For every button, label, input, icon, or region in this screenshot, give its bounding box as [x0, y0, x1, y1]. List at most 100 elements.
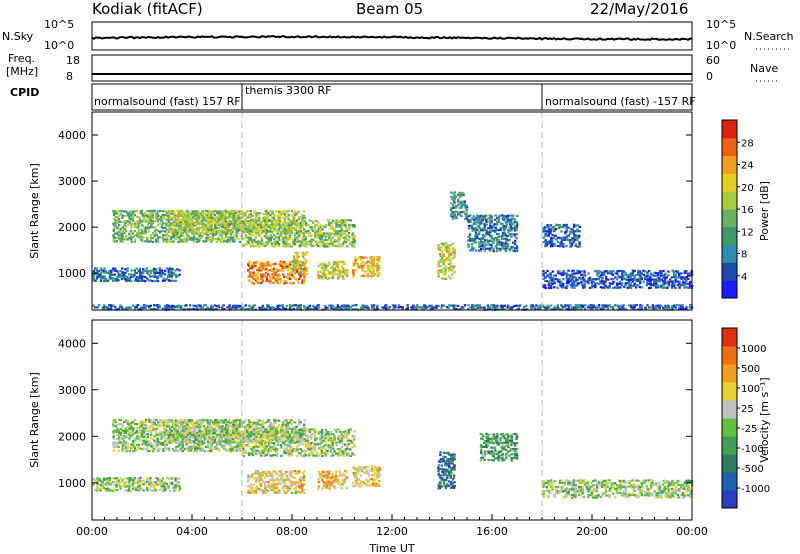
power-echo-cell	[112, 228, 116, 231]
freq-label: Freq.	[8, 52, 35, 65]
power-echo-cell	[515, 237, 518, 240]
power-echo-cell	[151, 209, 155, 213]
power-echo-cell	[335, 232, 338, 235]
power-echo-cell	[116, 226, 119, 229]
power-echo-cell	[164, 210, 167, 213]
power-echo-cell	[513, 218, 517, 221]
power-echo-cell	[125, 220, 128, 223]
power-echo-cell	[581, 304, 585, 307]
power-echo-cell	[304, 253, 307, 256]
power-echo-cell	[656, 306, 659, 309]
power-echo-cell	[337, 219, 340, 222]
power-echo-cell	[583, 280, 586, 283]
velocity-echo-cell	[258, 438, 261, 441]
velocity-echo-cell	[112, 433, 115, 436]
velocity-echo-cell	[207, 427, 210, 430]
power-echo-cell	[310, 245, 314, 248]
velocity-echo-cell	[118, 431, 121, 434]
power-echo-cell	[638, 286, 641, 289]
power-echo-cell	[572, 282, 576, 285]
power-echo-cell	[188, 230, 191, 233]
velocity-echo-cell	[214, 419, 217, 422]
power-echo-cell	[508, 218, 512, 221]
power-echo-cell	[172, 216, 175, 219]
power-ylabel: Slant Range [km]	[28, 163, 41, 259]
velocity-echo-cell	[181, 421, 185, 424]
velocity-echo-cell	[137, 445, 140, 448]
power-echo-cell	[331, 304, 335, 307]
power-echo-cell	[224, 212, 228, 215]
velocity-echo-cell	[135, 449, 138, 452]
power-echo-cell	[489, 222, 492, 225]
power-echo-cell	[490, 308, 494, 311]
power-echo-cell	[324, 225, 327, 228]
power-echo-cell	[448, 304, 451, 307]
power-echo-cell	[360, 262, 363, 265]
power-echo-cell	[536, 308, 540, 311]
power-echo-cell	[265, 232, 268, 235]
power-echo-cell	[198, 218, 201, 221]
velocity-echo-cell	[244, 429, 247, 432]
power-echo-cell	[179, 219, 182, 222]
power-echo-cell	[288, 261, 291, 264]
power-echo-cell	[271, 263, 274, 266]
power-echo-cell	[581, 284, 584, 287]
power-echo-cell	[214, 226, 217, 229]
velocity-echo-cell	[135, 431, 138, 434]
velocity-echo-cell	[156, 437, 159, 440]
velocity-echo-cell	[203, 450, 206, 453]
velocity-echo-cell	[237, 425, 240, 428]
power-echo-cell	[149, 216, 152, 219]
velocity-echo-cell	[215, 425, 218, 428]
power-echo-cell	[557, 308, 560, 311]
velocity-echo-cell	[112, 445, 115, 448]
power-echo-cell	[615, 272, 619, 275]
power-echo-cell	[169, 274, 172, 277]
velocity-echo-cell	[187, 428, 190, 432]
power-echo-cell	[688, 306, 692, 309]
power-echo-cell	[299, 225, 303, 228]
power-echo-cell	[163, 222, 167, 225]
power-echo-cell	[572, 272, 576, 275]
power-echo-cell	[285, 280, 288, 283]
power-echo-cell	[440, 269, 444, 272]
power-echo-cell	[653, 278, 656, 281]
power-echo-cell	[622, 270, 626, 273]
power-echo-cell	[288, 264, 291, 267]
power-echo-cell	[576, 306, 579, 309]
power-echo-cell	[323, 243, 326, 246]
power-echo-cell	[646, 276, 649, 279]
power-echo-cell	[370, 258, 373, 261]
power-echo-cell	[285, 224, 288, 227]
power-echo-cell	[313, 225, 316, 228]
power-echo-cell	[261, 277, 264, 280]
power-echo-cell	[288, 223, 292, 227]
velocity-echo-cell	[112, 435, 115, 438]
power-echo-cell	[577, 270, 581, 273]
power-echo-cell	[463, 304, 467, 307]
power-echo-cell	[507, 229, 510, 232]
velocity-echo-cell	[249, 440, 253, 443]
power-echo-cell	[201, 224, 204, 227]
power-echo-cell	[688, 284, 692, 287]
power-echo-cell	[315, 243, 319, 246]
velocity-echo-cell	[146, 435, 149, 438]
velocity-echo-cell	[153, 447, 156, 451]
power-echo-cell	[301, 251, 305, 255]
power-echo-cell	[595, 278, 599, 281]
power-echo-cell	[574, 224, 578, 227]
power-echo-cell	[469, 218, 472, 222]
power-echo-cell	[460, 214, 463, 217]
power-echo-cell	[563, 306, 567, 309]
power-echo-cell	[276, 242, 279, 245]
power-echo-cell	[673, 282, 676, 285]
power-echo-cell	[244, 221, 247, 224]
power-echo-cell	[333, 239, 336, 242]
power-echo-cell	[645, 274, 649, 277]
power-echo-cell	[576, 278, 579, 281]
power-echo-cell	[531, 306, 534, 309]
power-echo-cell	[649, 276, 652, 279]
power-echo-cell	[508, 229, 511, 232]
velocity-echo-cell	[130, 423, 133, 426]
power-echo-cell	[242, 227, 245, 230]
